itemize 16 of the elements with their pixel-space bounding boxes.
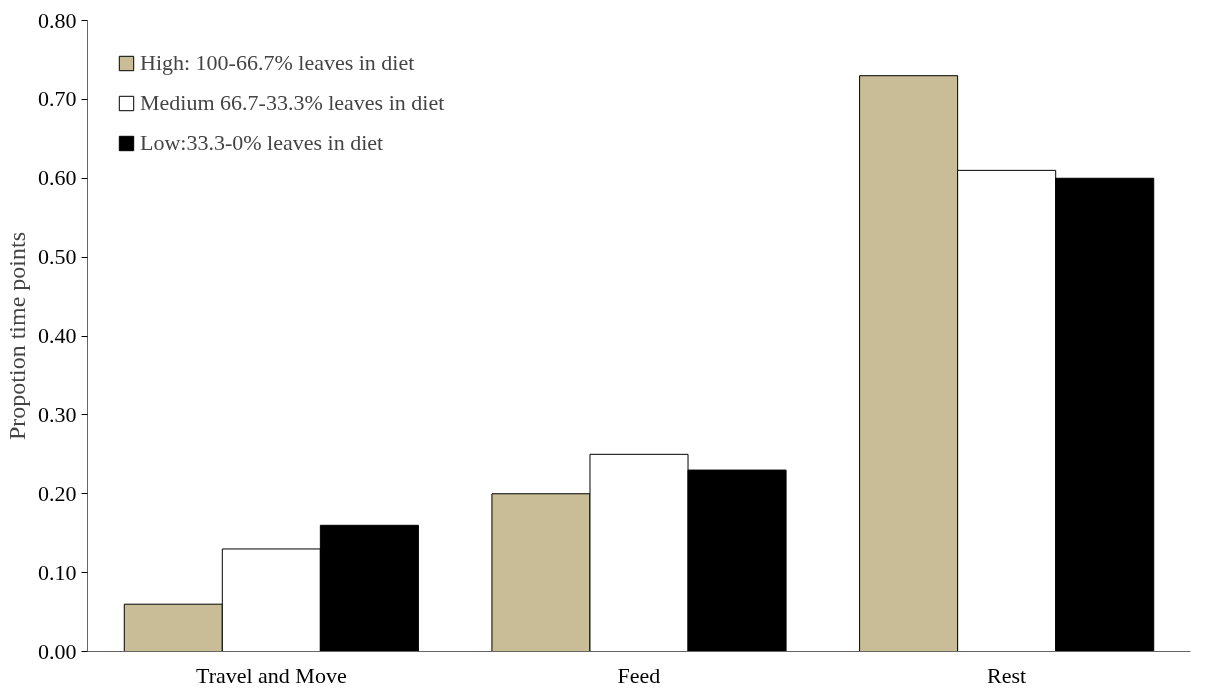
y-axis-title: Propotion time points [4,231,30,440]
y-tick-label: 0.70 [38,86,77,112]
legend-label: High: 100-66.7% leaves in diet [140,50,415,76]
y-tick-label: 0.30 [38,401,77,427]
legend-label: Low:33.3-0% leaves in diet [140,130,384,156]
x-tick-label: Travel and Move [195,662,347,688]
x-tick-label: Rest [987,662,1027,688]
y-tick-label: 0.60 [38,165,77,191]
legend-label: Medium 66.7-33.3% leaves in diet [140,90,445,116]
y-tick-label: 0.80 [38,7,77,33]
y-tick-label: 0.20 [38,480,77,506]
y-tick-label: 0.40 [38,323,77,348]
y-tick-label: 0.10 [38,559,77,585]
y-tick-label: 0.50 [38,244,77,270]
x-tick-label: Feed [617,662,661,688]
y-tick-label: 0.00 [38,638,77,664]
